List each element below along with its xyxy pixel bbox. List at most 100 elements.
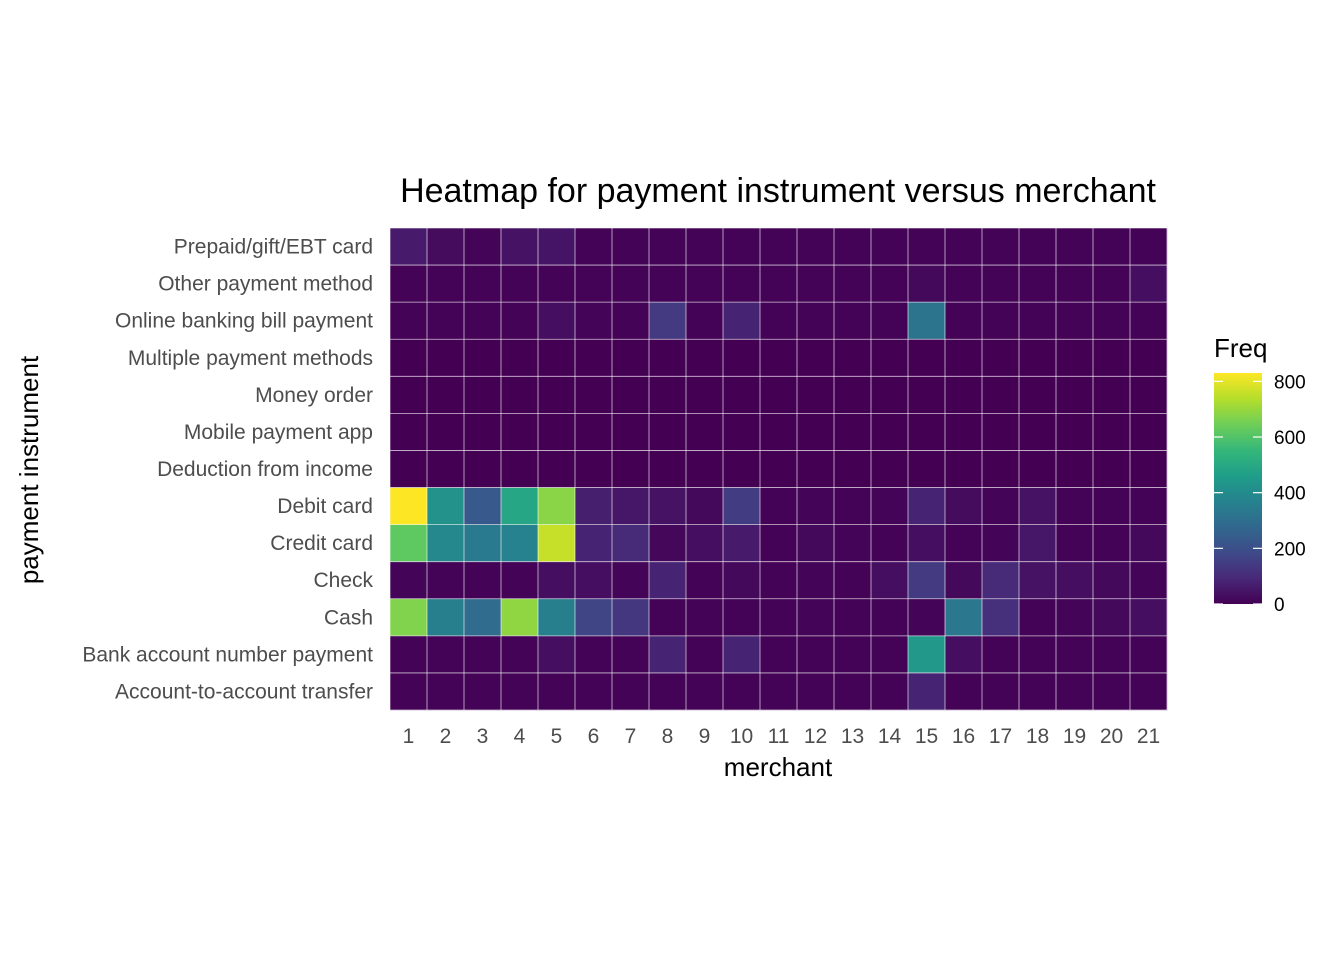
heatmap-cell xyxy=(538,265,576,303)
heatmap-cell xyxy=(501,302,539,340)
heatmap-cell xyxy=(908,265,946,303)
x-tick-label: 17 xyxy=(989,725,1012,748)
x-tick-label: 6 xyxy=(588,725,600,748)
y-tick-label: Bank account number payment xyxy=(82,643,373,666)
heatmap-cell xyxy=(1019,561,1057,600)
heatmap-cell xyxy=(501,561,539,600)
heatmap-cell xyxy=(538,302,576,340)
heatmap-cell xyxy=(427,672,465,711)
heatmap-cell xyxy=(612,339,650,377)
heatmap-cell xyxy=(871,598,909,637)
heatmap-cell xyxy=(538,413,576,451)
heatmap-cell xyxy=(390,450,428,488)
heatmap-cell xyxy=(649,265,687,303)
heatmap-cell xyxy=(464,376,502,414)
heatmap-cell xyxy=(760,450,798,488)
heatmap-cell xyxy=(723,487,761,525)
heatmap-cell xyxy=(797,376,835,414)
heatmap-cell xyxy=(390,635,428,674)
heatmap-cell xyxy=(797,561,835,600)
heatmap-cell xyxy=(464,635,502,674)
heatmap-cell xyxy=(612,524,650,562)
heatmap-cell xyxy=(1056,376,1094,414)
heatmap-cell xyxy=(1130,265,1168,303)
heatmap-cell xyxy=(538,635,576,674)
heatmap-cell xyxy=(834,376,872,414)
heatmap-cell xyxy=(760,561,798,600)
heatmap-cell xyxy=(649,524,687,562)
legend-tick-label: 800 xyxy=(1274,372,1306,393)
heatmap-cell xyxy=(649,302,687,340)
legend-colorbar xyxy=(1214,373,1262,604)
heatmap-cell xyxy=(834,228,872,266)
heatmap-cell xyxy=(908,672,946,711)
heatmap-cell xyxy=(1093,228,1131,266)
heatmap-cell xyxy=(464,561,502,600)
heatmap-cell xyxy=(760,635,798,674)
heatmap-cell xyxy=(464,228,502,266)
x-tick-label: 12 xyxy=(804,725,827,748)
heatmap-cell xyxy=(649,561,687,600)
heatmap-cell xyxy=(1019,487,1057,525)
heatmap-cell xyxy=(1130,635,1168,674)
legend-tick-label: 200 xyxy=(1274,539,1306,560)
heatmap-cell xyxy=(1093,265,1131,303)
heatmap-cell xyxy=(686,672,724,711)
y-tick-label: Other payment method xyxy=(158,273,373,296)
heatmap-cell xyxy=(575,265,613,303)
heatmap-cell xyxy=(464,339,502,377)
heatmap-cell xyxy=(760,413,798,451)
color-legend: Freq 0 200 400 600 800 xyxy=(1214,333,1306,616)
heatmap-cell xyxy=(1130,561,1168,600)
heatmap-cell xyxy=(797,413,835,451)
heatmap-cell xyxy=(538,228,576,266)
heatmap-cell xyxy=(1130,228,1168,266)
heatmap-cell xyxy=(427,487,465,525)
heatmap-cell xyxy=(982,302,1020,340)
heatmap-cell xyxy=(723,524,761,562)
heatmap-cell xyxy=(760,598,798,637)
heatmap-cell xyxy=(427,561,465,600)
heatmap-cell xyxy=(1093,302,1131,340)
x-tick-label: 8 xyxy=(662,725,674,748)
heatmap-cell xyxy=(982,598,1020,637)
heatmap-cell xyxy=(612,561,650,600)
x-tick-label: 19 xyxy=(1063,725,1086,748)
heatmap-cell xyxy=(1019,339,1057,377)
x-tick-label: 9 xyxy=(699,725,711,748)
heatmap-cell xyxy=(760,487,798,525)
x-tick-label: 16 xyxy=(952,725,975,748)
heatmap-cells xyxy=(390,228,1168,711)
x-axis-title: merchant xyxy=(724,752,833,782)
x-tick-labels: 1 2 3 4 5 6 7 8 9 10 11 12 13 14 15 16 17 18 19 20 21 xyxy=(403,725,1161,748)
heatmap-cell xyxy=(538,450,576,488)
y-tick-label: Cash xyxy=(324,606,373,629)
heatmap-cell xyxy=(686,450,724,488)
heatmap-cell xyxy=(501,228,539,266)
heatmap-cell xyxy=(686,302,724,340)
heatmap-cell xyxy=(464,302,502,340)
heatmap-cell xyxy=(945,450,983,488)
heatmap-cell xyxy=(427,413,465,451)
heatmap-cell xyxy=(908,561,946,600)
heatmap-cell xyxy=(686,376,724,414)
heatmap-cell xyxy=(612,598,650,637)
heatmap-cell xyxy=(390,228,428,266)
heatmap-cell xyxy=(908,635,946,674)
heatmap-cell xyxy=(871,561,909,600)
heatmap-cell xyxy=(390,524,428,562)
y-tick-labels: Prepaid/gift/EBT card Other payment metho… xyxy=(82,236,373,704)
heatmap-cell xyxy=(760,376,798,414)
heatmap-cell xyxy=(538,339,576,377)
heatmap-cell xyxy=(1019,672,1057,711)
heatmap-cell xyxy=(1130,413,1168,451)
heatmap-cell xyxy=(427,635,465,674)
heatmap-cell xyxy=(834,635,872,674)
heatmap-cell xyxy=(908,487,946,525)
heatmap-cell xyxy=(760,339,798,377)
legend-ticks: 0 200 400 600 800 xyxy=(1214,372,1306,616)
heatmap-cell xyxy=(538,487,576,525)
heatmap-cell xyxy=(649,339,687,377)
heatmap-cell xyxy=(390,598,428,637)
